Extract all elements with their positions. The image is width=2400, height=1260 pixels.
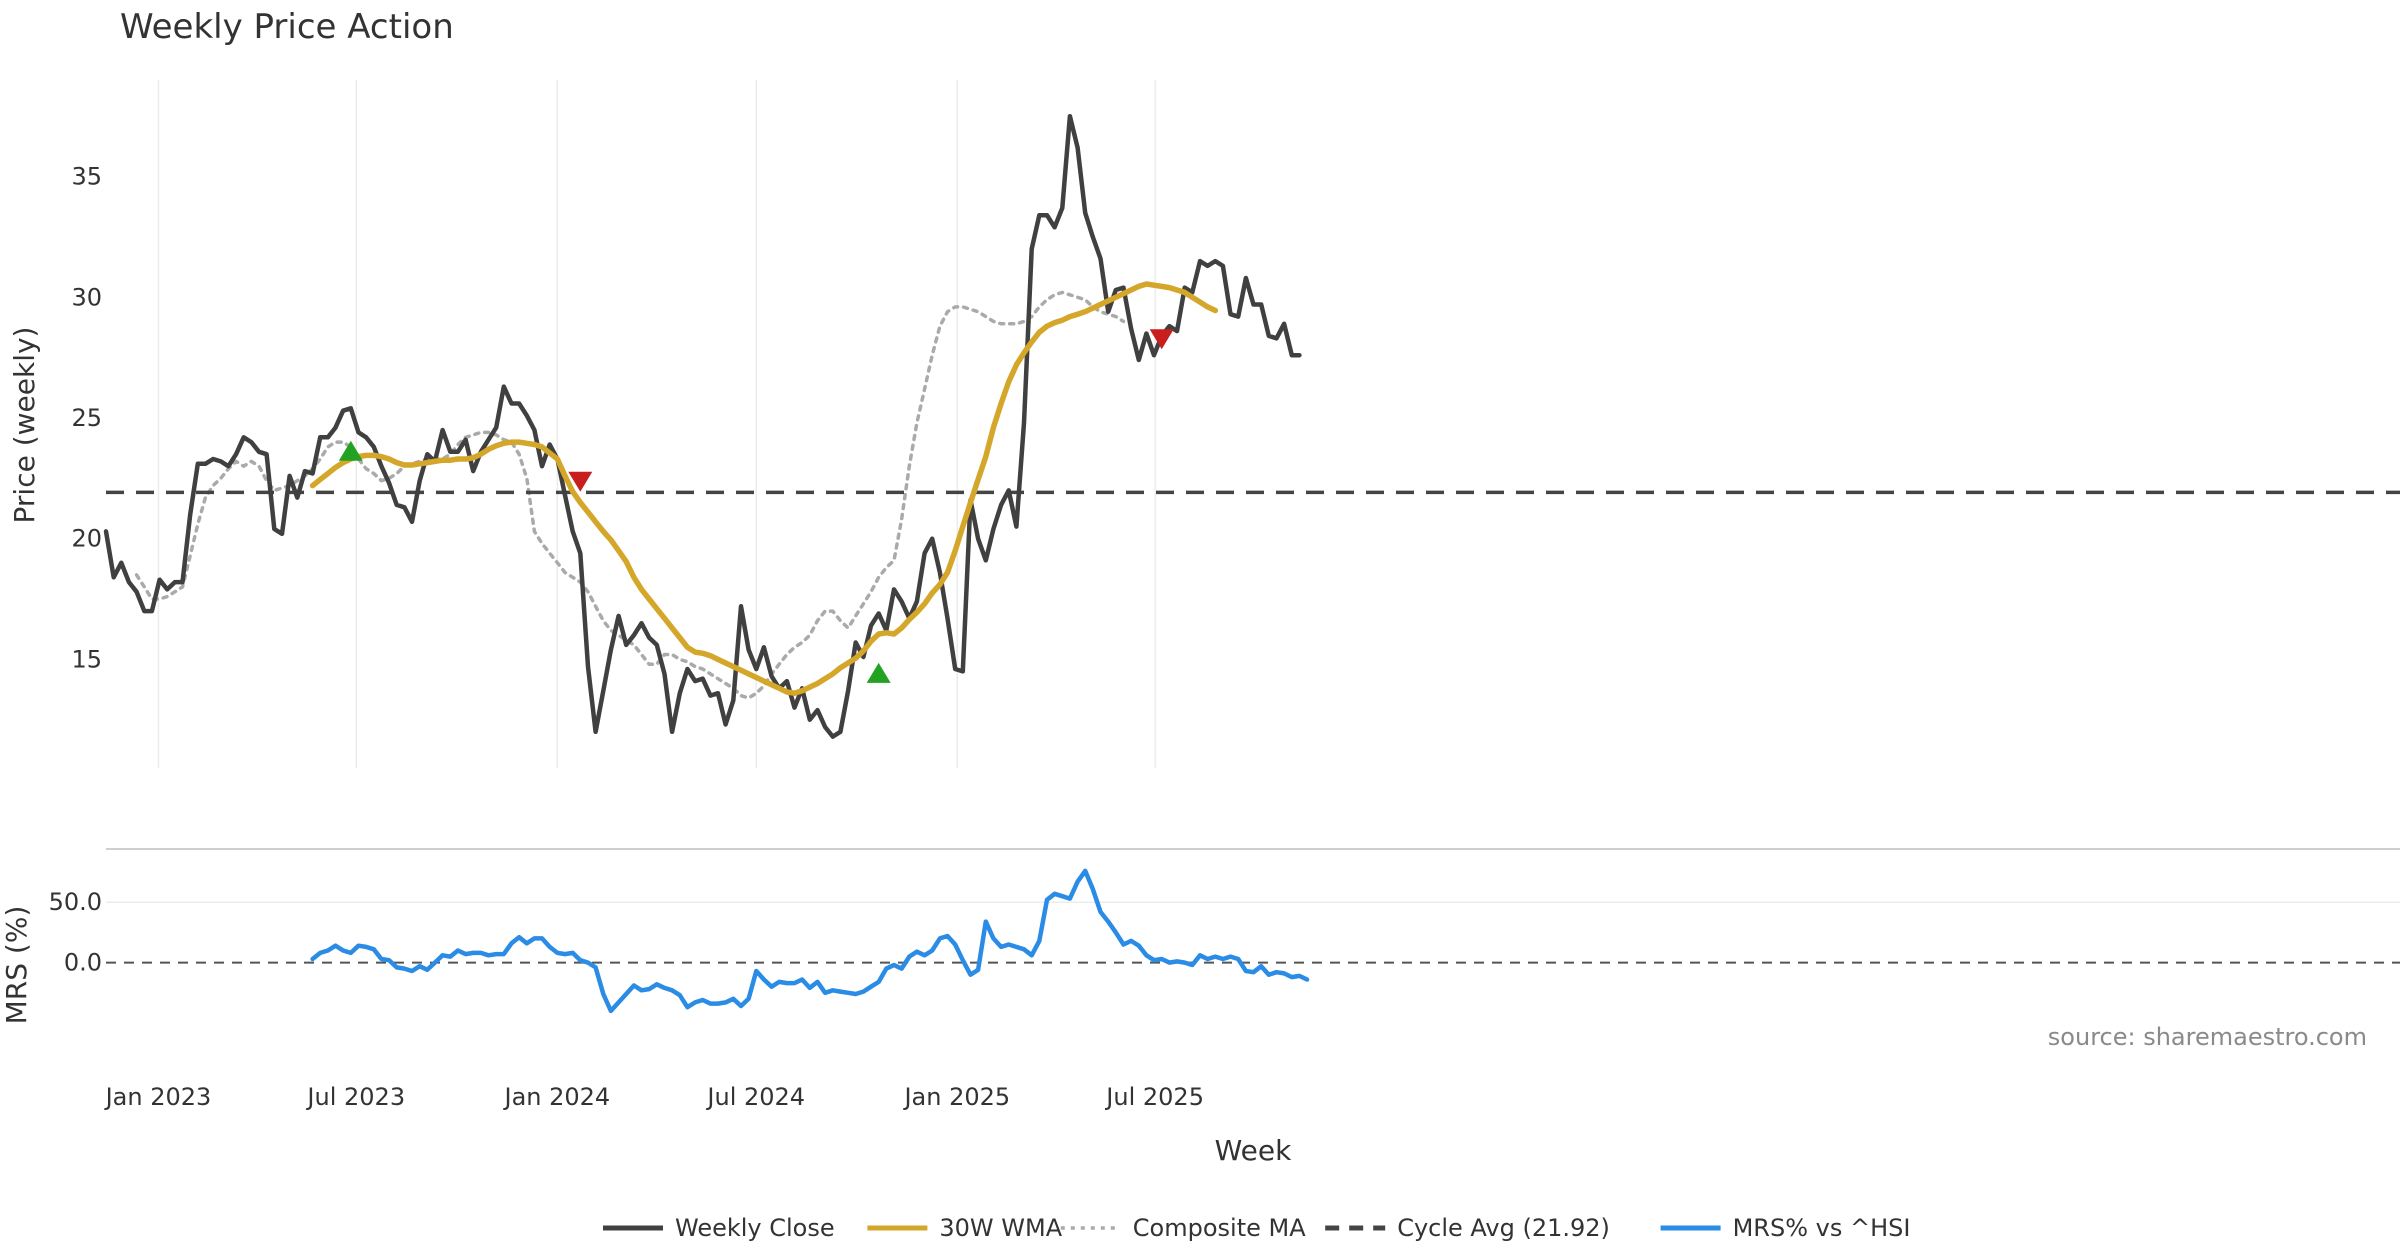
price-y-tick-label: 25 — [71, 404, 102, 432]
legend-label-cycle-avg-21-92: Cycle Avg (21.92) — [1397, 1214, 1610, 1242]
price-y-tick-label: 20 — [71, 525, 102, 553]
series-mrs-vs-hsi — [310, 868, 1310, 1014]
x-tick-label: Jul 2025 — [1104, 1083, 1204, 1111]
price-axis-title: Price (weekly) — [8, 327, 41, 524]
plot-layer: Jan 2023 Jul 2023 Jan 2024 Jul 2024 Jan 2025… — [49, 80, 2400, 1111]
x-tick-label: Jul 2024 — [705, 1083, 805, 1111]
legend-label-composite-ma: Composite MA — [1133, 1214, 1306, 1242]
x-tick-label: Jan 2023 — [104, 1083, 212, 1111]
chart-title: Weekly Price Action — [120, 7, 454, 47]
price-y-tick-label: 30 — [71, 283, 102, 311]
series-weekly-close — [103, 113, 1302, 739]
legend-label-mrs-vs-hsi: MRS% vs ^HSI — [1733, 1214, 1911, 1242]
legend: Weekly Close 30W WMA Composite MA Cycle Avg… — [603, 1214, 1910, 1242]
sell-signal-marker — [568, 471, 593, 492]
buy-signal-marker — [338, 440, 363, 461]
legend-label-30w-wma: 30W WMA — [939, 1214, 1062, 1242]
x-tick-label: Jul 2023 — [305, 1083, 405, 1111]
buy-signal-marker — [866, 662, 891, 683]
mrs-axis-title: MRS (%) — [0, 906, 33, 1025]
x-axis-title: Week — [1215, 1134, 1292, 1167]
price-y-tick-label: 15 — [71, 645, 102, 673]
source-note: source: sharemaestro.com — [2048, 1023, 2367, 1051]
price-y-tick-label: 35 — [71, 163, 102, 191]
mrs-y-tick-label: 0.0 — [64, 949, 102, 977]
sell-signal-marker — [1149, 329, 1174, 350]
legend-label-weekly-close: Weekly Close — [675, 1214, 835, 1242]
x-tick-label: Jan 2024 — [502, 1083, 610, 1111]
series-30w-wma — [309, 281, 1219, 696]
mrs-y-tick-label: 50.0 — [49, 888, 102, 916]
x-tick-label: Jan 2025 — [902, 1083, 1010, 1111]
